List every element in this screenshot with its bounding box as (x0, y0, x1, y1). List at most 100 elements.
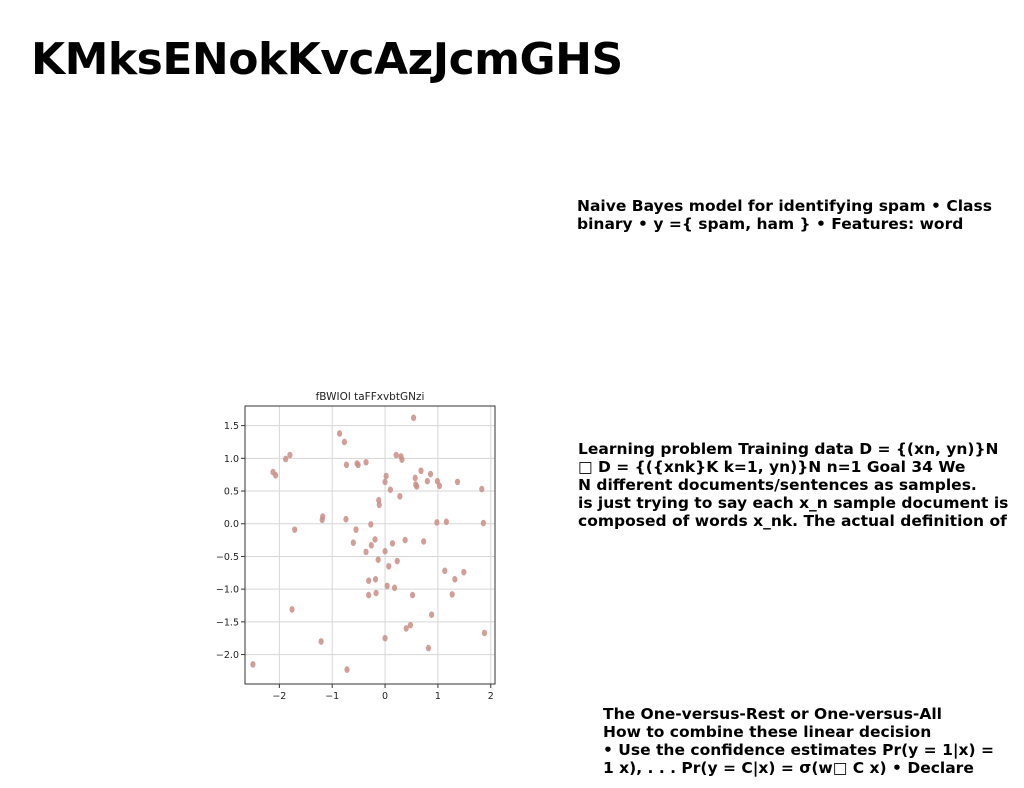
scatter-point (289, 606, 295, 613)
scatter-point (350, 539, 356, 547)
text-line: Naive Bayes model for identifying spam •… (577, 197, 992, 215)
scatter-point (337, 430, 343, 437)
text-line: Learning problem Training data D = {(xn,… (578, 440, 999, 458)
y-tick-label: 1.0 (224, 454, 239, 465)
scatter-point (382, 547, 388, 555)
scatter-point (368, 542, 374, 549)
text-line: The One-versus-Rest or One-versus-All (603, 705, 942, 723)
grid-lines (245, 406, 495, 684)
scatter-point (394, 557, 400, 565)
scatter-point (454, 478, 461, 486)
text-line: N different documents/sentences as sampl… (578, 476, 977, 494)
scatter-point (375, 556, 381, 564)
scatter-point (363, 458, 369, 466)
scatter-point (452, 576, 458, 583)
scatter-point (425, 644, 432, 652)
y-axis-ticks: 1.5 1.0 0.5 0.0 −0.5 −1.0 −1.5 −2.0 (216, 421, 245, 661)
scatter-point (273, 472, 279, 479)
scatter-point (443, 518, 449, 526)
scatter-point (481, 629, 488, 637)
scatter-point (421, 538, 427, 545)
scatter-point (428, 611, 435, 618)
scatter-point (363, 548, 369, 556)
scatter-point (387, 486, 393, 494)
scatter-point (398, 453, 404, 460)
scatter-point (407, 621, 414, 629)
plot-frame (244, 405, 496, 685)
data-points (250, 414, 488, 673)
scatter-point (366, 591, 372, 599)
scatter-point (411, 414, 417, 422)
scatter-point (372, 536, 378, 543)
chart-title: fBWIOl taFFxvbtGNzi (316, 391, 425, 403)
y-tick-label: −2.0 (216, 650, 239, 661)
scatter-point (384, 582, 390, 590)
y-tick-label: −0.5 (216, 552, 239, 563)
scatter-point (449, 591, 455, 598)
text-block-naive-bayes: Naive Bayes model for identifying spam •… (577, 197, 992, 233)
y-tick-label: 0.0 (224, 519, 239, 530)
scatter-point (418, 467, 424, 475)
x-tick-label: −1 (325, 691, 339, 702)
scatter-point (283, 455, 289, 463)
x-axis-ticks: −2 −1 0 1 2 (272, 684, 494, 702)
text-block-learning-problem: Learning problem Training data D = {(xn,… (578, 440, 1008, 530)
scatter-point (442, 567, 448, 575)
scatter-point (436, 482, 443, 490)
scatter-point (424, 477, 430, 485)
scatter-point (461, 568, 467, 576)
scatter-point (391, 584, 398, 592)
y-tick-label: 0.5 (224, 487, 239, 498)
scatter-point (414, 483, 420, 490)
scatter-point (287, 451, 293, 459)
y-tick-label: 1.5 (224, 421, 239, 432)
scatter-point (409, 591, 416, 599)
text-line: is just trying to say each x_n sample do… (578, 494, 1009, 512)
scatter-point (389, 540, 396, 547)
scatter-point (319, 516, 325, 524)
scatter-point (376, 501, 382, 509)
scatter-point (344, 666, 350, 673)
text-line: composed of words x_nk. The actual defin… (578, 512, 1007, 530)
scatter-point (412, 474, 418, 482)
x-tick-label: 2 (488, 691, 494, 702)
scatter-point (318, 638, 324, 645)
scatter-point (320, 513, 326, 520)
y-tick-label: −1.0 (216, 585, 239, 596)
text-line: □ D = {({xnk}K k=1, yn)}N n=1 Goal 34 We (578, 458, 966, 476)
text-line: • Use the confidence estimates Pr(y = 1|… (603, 741, 994, 759)
x-tick-label: 0 (382, 691, 388, 702)
scatter-point (373, 589, 379, 597)
scatter-point (366, 577, 372, 584)
x-tick-label: −2 (272, 691, 286, 702)
page-title: KMksENokKvcAzJcmGHS (31, 34, 623, 85)
scatter-point (403, 625, 409, 632)
scatter-point (397, 492, 403, 500)
scatter-point (250, 661, 256, 668)
scatter-point (413, 481, 419, 488)
text-line: binary • y ={ spam, ham } • Features: wo… (577, 215, 964, 233)
scatter-point (270, 468, 276, 476)
text-line: 1 x), . . . Pr(y = C|x) = σ(w□ C x) • De… (603, 759, 974, 777)
scatter-point (341, 438, 347, 446)
scatter-point (354, 460, 360, 467)
scatter-point (480, 519, 486, 527)
scatter-point (434, 519, 440, 526)
scatter-point (382, 478, 388, 486)
scatter-point (343, 515, 349, 523)
scatter-point (427, 470, 434, 478)
y-tick-label: −1.5 (216, 617, 239, 628)
scatter-point (372, 576, 379, 583)
scatter-point (386, 562, 392, 570)
scatter-point (434, 477, 440, 485)
text-block-one-vs-rest: The One-versus-Rest or One-versus-All Ho… (603, 705, 994, 777)
scatter-point (479, 485, 485, 493)
scatter-point (393, 451, 399, 459)
scatter-point (353, 526, 359, 533)
scatter-point (382, 634, 388, 642)
text-line: How to combine these linear decision (603, 723, 932, 741)
scatter-point (402, 536, 408, 544)
scatter-point (383, 472, 389, 480)
